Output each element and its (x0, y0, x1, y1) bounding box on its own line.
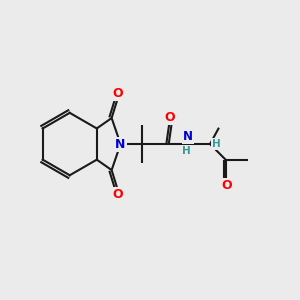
Text: H: H (182, 146, 190, 156)
Text: O: O (164, 111, 175, 124)
Text: O: O (112, 87, 123, 100)
Text: O: O (112, 188, 123, 201)
Text: O: O (221, 179, 232, 193)
Text: H: H (212, 139, 221, 149)
Text: N: N (116, 138, 126, 151)
Text: N: N (183, 130, 193, 143)
